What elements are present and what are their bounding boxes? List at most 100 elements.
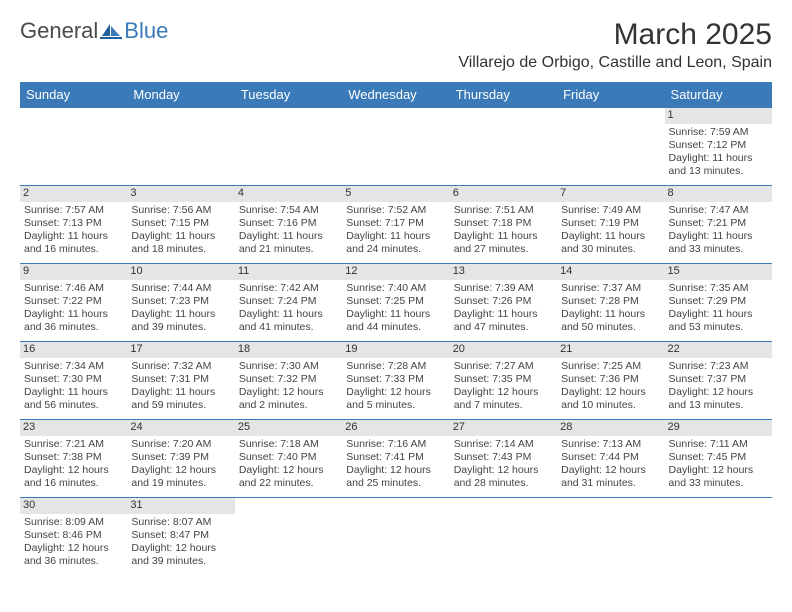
- sunrise-line: Sunrise: 7:13 AM: [561, 438, 660, 451]
- daylight-line: Daylight: 12 hours and 39 minutes.: [131, 542, 230, 568]
- empty-cell: [127, 108, 234, 186]
- day-cell: 2Sunrise: 7:57 AMSunset: 7:13 PMDaylight…: [20, 186, 127, 264]
- month-title: March 2025: [458, 18, 772, 52]
- calendar-row: 1Sunrise: 7:59 AMSunset: 7:12 PMDaylight…: [20, 108, 772, 186]
- day-cell: 21Sunrise: 7:25 AMSunset: 7:36 PMDayligh…: [557, 342, 664, 420]
- sunset-line: Sunset: 7:21 PM: [669, 217, 768, 230]
- day-cell: 1Sunrise: 7:59 AMSunset: 7:12 PMDaylight…: [665, 108, 772, 186]
- daylight-line: Daylight: 12 hours and 7 minutes.: [454, 386, 553, 412]
- sunrise-line: Sunrise: 7:47 AM: [669, 204, 768, 217]
- day-number: 30: [20, 498, 127, 514]
- sunset-line: Sunset: 7:23 PM: [131, 295, 230, 308]
- weekday-header: Sunday: [20, 82, 127, 108]
- day-cell: 29Sunrise: 7:11 AMSunset: 7:45 PMDayligh…: [665, 420, 772, 498]
- sunset-line: Sunset: 7:44 PM: [561, 451, 660, 464]
- day-cell: 28 Sunrise: 7:13 AMSunset: 7:44 PMDayligh…: [557, 420, 664, 498]
- sunset-line: Sunset: 7:37 PM: [669, 373, 768, 386]
- daylight-line: Daylight: 11 hours and 59 minutes.: [131, 386, 230, 412]
- sunset-line: Sunset: 7:25 PM: [346, 295, 445, 308]
- calendar-row: 16Sunrise: 7:34 AMSunset: 7:30 PMDayligh…: [20, 342, 772, 420]
- daylight-line: Daylight: 11 hours and 36 minutes.: [24, 308, 123, 334]
- daylight-line: Daylight: 11 hours and 24 minutes.: [346, 230, 445, 256]
- sunrise-line: Sunrise: 7:59 AM: [669, 126, 768, 139]
- day-number: 20: [450, 342, 557, 358]
- sunrise-line: Sunrise: 7:40 AM: [346, 282, 445, 295]
- header: General Blue March 2025 Villarejo de Orb…: [20, 18, 772, 72]
- day-number: 28: [557, 420, 664, 436]
- day-cell: 30Sunrise: 8:09 AMSunset: 8:46 PMDayligh…: [20, 498, 127, 576]
- day-cell: 24Sunrise: 7:20 AMSunset: 7:39 PMDayligh…: [127, 420, 234, 498]
- day-cell: 8Sunrise: 7:47 AMSunset: 7:21 PMDaylight…: [665, 186, 772, 264]
- day-cell: 20 Sunrise: 7:27 AMSunset: 7:35 PMDayligh…: [450, 342, 557, 420]
- day-number: 13: [450, 264, 557, 280]
- sunrise-line: Sunrise: 7:30 AM: [239, 360, 338, 373]
- day-cell: 19Sunrise: 7:28 AMSunset: 7:33 PMDayligh…: [342, 342, 449, 420]
- sunrise-line: Sunrise: 7:27 AM: [454, 360, 553, 373]
- day-cell: 23Sunrise: 7:21 AMSunset: 7:38 PMDayligh…: [20, 420, 127, 498]
- day-number: 4: [235, 186, 342, 202]
- day-cell: 11Sunrise: 7:42 AMSunset: 7:24 PMDayligh…: [235, 264, 342, 342]
- daylight-line: Daylight: 12 hours and 31 minutes.: [561, 464, 660, 490]
- day-cell: 17Sunrise: 7:32 AMSunset: 7:31 PMDayligh…: [127, 342, 234, 420]
- empty-cell: [342, 498, 449, 576]
- daylight-line: Daylight: 12 hours and 10 minutes.: [561, 386, 660, 412]
- day-number: 17: [127, 342, 234, 358]
- empty-cell: [235, 498, 342, 576]
- weekday-header: Friday: [557, 82, 664, 108]
- day-number: 15: [665, 264, 772, 280]
- sunset-line: Sunset: 7:38 PM: [24, 451, 123, 464]
- sunrise-line: Sunrise: 7:46 AM: [24, 282, 123, 295]
- empty-cell: [235, 108, 342, 186]
- day-number: 8: [665, 186, 772, 202]
- day-number: 21: [557, 342, 664, 358]
- sunset-line: Sunset: 7:17 PM: [346, 217, 445, 230]
- day-number: 26: [342, 420, 449, 436]
- sunset-line: Sunset: 7:41 PM: [346, 451, 445, 464]
- calendar-row: 30 Sunrise: 8:09 AMSunset: 8:46 PM Dayligh…: [20, 498, 772, 576]
- day-cell: 16Sunrise: 7:34 AMSunset: 7:30 PMDayligh…: [20, 342, 127, 420]
- sail-icon: [100, 22, 122, 40]
- day-number: 11: [235, 264, 342, 280]
- day-number: 31: [127, 498, 234, 514]
- sunrise-line: Sunrise: 8:09 AM: [24, 516, 123, 529]
- sunrise-line: Sunrise: 7:28 AM: [346, 360, 445, 373]
- sunrise-line: Sunrise: 7:51 AM: [454, 204, 553, 217]
- day-cell: 10Sunrise: 7:44 AMSunset: 7:23 PMDayligh…: [127, 264, 234, 342]
- sunrise-line: Sunrise: 7:54 AM: [239, 204, 338, 217]
- sunrise-line: Sunrise: 7:42 AM: [239, 282, 338, 295]
- daylight-line: Daylight: 11 hours and 50 minutes.: [561, 308, 660, 334]
- day-number: 18: [235, 342, 342, 358]
- empty-cell: [342, 108, 449, 186]
- day-cell: 12Sunrise: 7:40 AMSunset: 7:25 PMDayligh…: [342, 264, 449, 342]
- daylight-line: Daylight: 12 hours and 16 minutes.: [24, 464, 123, 490]
- sunrise-line: Sunrise: 7:56 AM: [131, 204, 230, 217]
- sunset-line: Sunset: 7:35 PM: [454, 373, 553, 386]
- day-number: 3: [127, 186, 234, 202]
- day-number: 14: [557, 264, 664, 280]
- daylight-line: Daylight: 12 hours and 22 minutes.: [239, 464, 338, 490]
- sunrise-line: Sunrise: 7:34 AM: [24, 360, 123, 373]
- sunrise-line: Sunrise: 7:44 AM: [131, 282, 230, 295]
- sunset-line: Sunset: 7:26 PM: [454, 295, 553, 308]
- sunrise-line: Sunrise: 7:23 AM: [669, 360, 768, 373]
- weekday-header: Thursday: [450, 82, 557, 108]
- day-number: 29: [665, 420, 772, 436]
- day-number: 22: [665, 342, 772, 358]
- weekday-header: Saturday: [665, 82, 772, 108]
- daylight-line: Daylight: 12 hours and 13 minutes.: [669, 386, 768, 412]
- sunrise-line: Sunrise: 7:52 AM: [346, 204, 445, 217]
- day-number: 25: [235, 420, 342, 436]
- day-cell: 31Sunrise: 8:07 AMSunset: 8:47 PMDayligh…: [127, 498, 234, 576]
- sunset-line: Sunset: 7:39 PM: [131, 451, 230, 464]
- day-number: 5: [342, 186, 449, 202]
- sunset-line: Sunset: 7:32 PM: [239, 373, 338, 386]
- sunrise-line: Sunrise: 7:35 AM: [669, 282, 768, 295]
- sunset-line: Sunset: 7:18 PM: [454, 217, 553, 230]
- sunset-line: Sunset: 8:46 PM: [24, 529, 123, 542]
- day-cell: 27Sunrise: 7:14 AMSunset: 7:43 PMDayligh…: [450, 420, 557, 498]
- sunset-line: Sunset: 7:45 PM: [669, 451, 768, 464]
- sunrise-line: Sunrise: 7:32 AM: [131, 360, 230, 373]
- daylight-line: Daylight: 11 hours and 53 minutes.: [669, 308, 768, 334]
- daylight-line: Daylight: 11 hours and 16 minutes.: [24, 230, 123, 256]
- day-cell: 5 Sunrise: 7:52 AMSunset: 7:17 PMDaylight…: [342, 186, 449, 264]
